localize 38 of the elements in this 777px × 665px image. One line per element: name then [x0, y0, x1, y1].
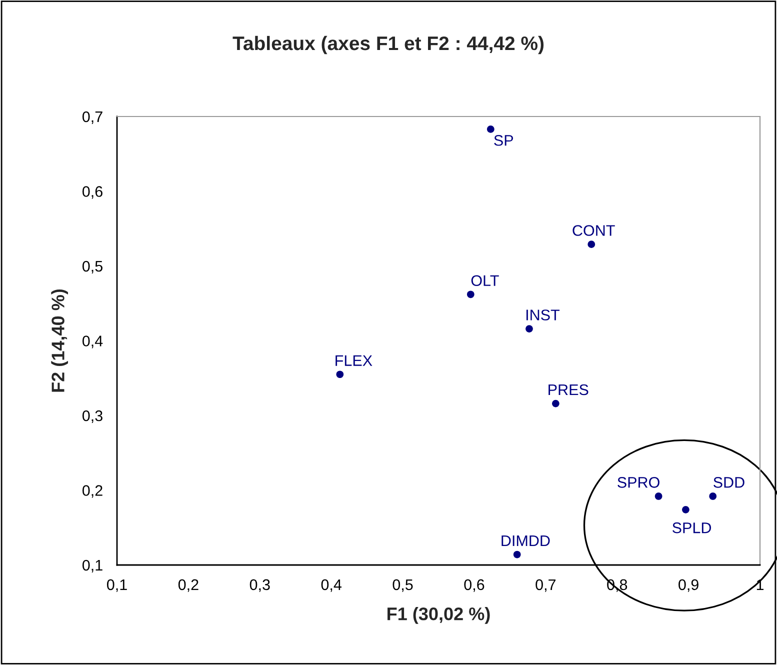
point [526, 325, 533, 332]
annotation: PRES [548, 384, 588, 396]
point [682, 506, 690, 514]
point [486, 126, 494, 133]
point [466, 290, 474, 298]
annotation: SDD [714, 477, 744, 488]
x-tick-label: 0,6 [464, 579, 484, 592]
y-tick-label: 0,7 [82, 111, 102, 124]
x-tick-label: 0,4 [321, 579, 342, 592]
point [588, 240, 596, 248]
x-tick-label: 0,5 [392, 579, 413, 592]
point [336, 370, 344, 378]
annotation: FLEX [336, 355, 372, 366]
annotation: SP [494, 134, 514, 146]
point [513, 550, 521, 558]
annotation: INST [526, 310, 560, 320]
x-tick-label: 0,9 [678, 579, 698, 592]
annotation: SPLD [672, 522, 711, 534]
annotation: CONT [572, 225, 615, 236]
y-axis-title: F2 (14,40 %) [51, 289, 68, 392]
y-tick-label: 0,4 [82, 336, 103, 348]
point [552, 400, 560, 408]
annotation: OLT [471, 275, 499, 286]
x-tick-label: 0,1 [106, 579, 127, 592]
y-tick-label: 0,3 [82, 410, 102, 423]
x-axis-title: F1 (30,02 %) [388, 607, 490, 624]
annotation: SPRO [618, 477, 660, 488]
y-tick-label: 0,1 [82, 560, 102, 572]
y-tick-label: 0,6 [82, 186, 102, 199]
x-tick-label: 0,2 [178, 579, 198, 592]
y-tick-label: 0,5 [82, 260, 102, 274]
x-tick-label: 0,7 [536, 579, 556, 592]
y-tick-label: 0,2 [82, 485, 102, 498]
x-tick-label: 0,3 [250, 579, 270, 592]
point [709, 492, 717, 500]
chart-title: Tableaux (axes F1 et F2 : 44,42 %) [232, 36, 544, 54]
point [654, 492, 662, 500]
annotation: DIMDD [502, 535, 550, 546]
